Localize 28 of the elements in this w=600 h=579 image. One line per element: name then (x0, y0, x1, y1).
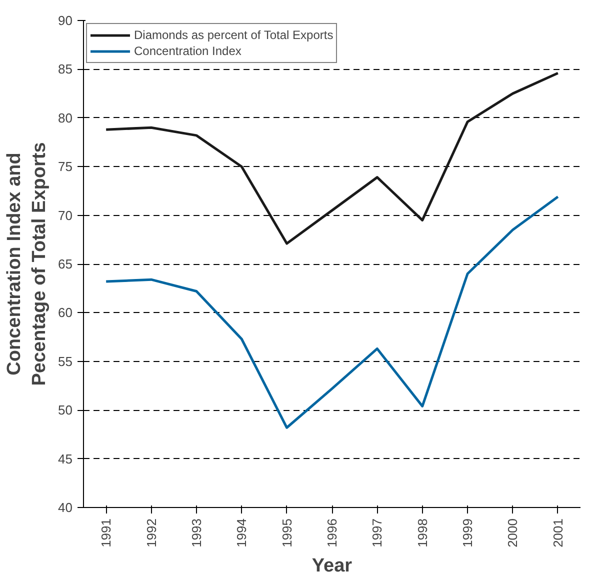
line-series (104, 72, 560, 245)
x-tick-label: 1993 (188, 518, 204, 548)
x-tick-label: 1995 (279, 518, 294, 548)
x-tick-label: 2001 (550, 518, 566, 548)
y-tick-label: 70 (58, 208, 73, 223)
y-tick-label: 55 (58, 354, 73, 369)
y-tick-label: 40 (58, 500, 73, 515)
legend-label: Diamonds as percent of Total Exports (134, 27, 334, 43)
x-tick-label: 1991 (98, 518, 114, 548)
y-tick-label: 45 (58, 451, 73, 466)
line-series (104, 196, 560, 429)
x-axis-title: Year (312, 555, 353, 576)
y-tick-label: 75 (58, 159, 73, 174)
y-tick-label: 85 (58, 62, 73, 77)
x-tick-label: 1994 (234, 518, 250, 548)
x-tick-label: 1997 (370, 518, 385, 548)
x-tick-label: 1992 (144, 518, 159, 548)
x-tick-label: 2000 (505, 518, 520, 548)
y-tick-label: 65 (58, 256, 73, 272)
x-tick-label: 1998 (414, 518, 430, 548)
x-tick-label: 1996 (324, 518, 340, 548)
y-tick-label: 90 (58, 13, 73, 28)
x-tick-label: 1999 (460, 518, 476, 548)
legend-label: Concentration Index (134, 43, 242, 59)
y-tick-label: 50 (58, 402, 73, 418)
y-axis-title: Concentration Index and Pecentage of Total Exports (4, 142, 50, 386)
y-tick-label: 60 (58, 305, 73, 320)
y-tick-label: 80 (58, 110, 73, 126)
